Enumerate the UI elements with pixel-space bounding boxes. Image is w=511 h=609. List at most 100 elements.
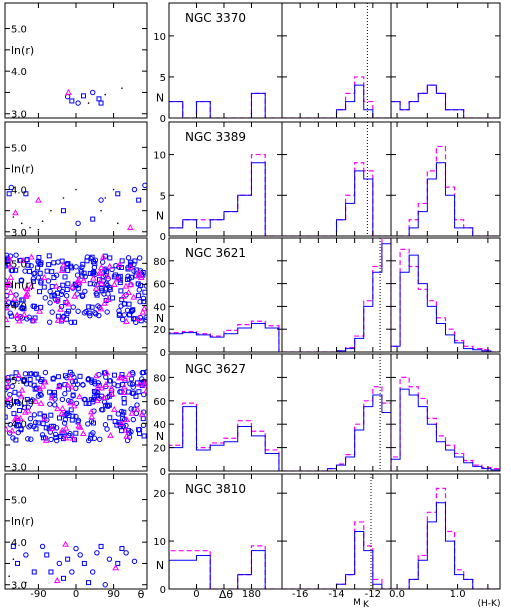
- scatter-ytick-label: 4.0: [11, 67, 27, 78]
- point-blue-circle: [68, 319, 74, 326]
- point-blue-square: [25, 262, 31, 268]
- point-blue-circle: [137, 255, 143, 261]
- hk-xlabel: (H-K): [478, 599, 501, 609]
- point-blue-circle: [83, 308, 89, 315]
- scatter-ylabel: ln(r): [11, 162, 34, 175]
- point-blue-square: [98, 543, 104, 549]
- hk-frame-1: [390, 121, 501, 237]
- point-magenta-triangle: [5, 316, 10, 323]
- dtheta-ylabel: N: [156, 91, 164, 104]
- point-magenta-triangle: [104, 295, 112, 302]
- point-blue-circle: [73, 545, 79, 552]
- point-blue-circle: [56, 560, 62, 567]
- point-blue-square: [38, 278, 44, 284]
- point-magenta-triangle: [62, 424, 70, 431]
- point-magenta-triangle: [108, 390, 116, 397]
- dtheta-ytick-label: 20: [153, 489, 166, 500]
- point-blue-circle: [5, 292, 10, 299]
- dtheta-ylabel: N: [156, 210, 164, 223]
- point-blue-square: [47, 389, 53, 395]
- point-magenta-triangle: [139, 308, 147, 315]
- point-blue-circle: [15, 376, 22, 382]
- mk-hist-2-series-blue: [282, 243, 391, 352]
- scatter-ytick-label: 4.0: [11, 538, 27, 549]
- scatter-ytick-label: 4.0: [11, 419, 27, 430]
- point-blue-square: [24, 257, 30, 263]
- point-blue-circle: [47, 288, 53, 295]
- point-blue-square: [13, 437, 19, 443]
- point-magenta-triangle: [123, 432, 130, 439]
- point-blue-square: [68, 263, 74, 269]
- point-blue-circle: [79, 264, 85, 270]
- point-magenta-triangle: [116, 261, 123, 268]
- point-blue-square: [90, 259, 96, 265]
- point-blue-square: [90, 216, 96, 222]
- point-magenta-triangle: [98, 384, 105, 391]
- dtheta-hist-3-series-magenta: [169, 402, 280, 471]
- point-blue-square: [111, 372, 117, 378]
- point-magenta-triangle: [7, 288, 14, 295]
- point-blue-square: [103, 281, 109, 287]
- point-blue-circle: [105, 403, 111, 409]
- dtheta-ylabel: N: [156, 559, 164, 572]
- point-blue-square: [12, 389, 18, 395]
- point-blue-circle: [90, 89, 96, 96]
- dtheta-ylabel: N: [156, 312, 164, 325]
- point-blue-circle: [47, 300, 53, 306]
- hk-hist-0-series-blue: [391, 84, 500, 118]
- point-blue-circle: [106, 556, 113, 562]
- dtheta-ytick-label: 5: [160, 73, 166, 84]
- point-blue-circle: [52, 402, 58, 408]
- point-magenta-triangle: [48, 424, 56, 431]
- point-magenta-triangle: [74, 278, 82, 285]
- point-blue-square: [65, 261, 71, 267]
- scatter-ytick-label: 3.0: [11, 344, 27, 355]
- point-blue-circle: [101, 291, 107, 297]
- point-blue-square: [81, 560, 87, 566]
- point-blue-square: [110, 295, 116, 301]
- scatter-ytick-label: 3.0: [11, 228, 27, 239]
- dtheta-hist-2-series-blue: [169, 323, 280, 352]
- hk-hist-2-series-magenta: [391, 248, 500, 352]
- point-blue-circle: [75, 417, 82, 424]
- point-blue-circle: [116, 308, 122, 314]
- point-magenta-triangle: [42, 378, 49, 385]
- dtheta-ytick-label: 5: [160, 191, 166, 202]
- point-blue-circle: [102, 422, 109, 428]
- point-magenta-triangle: [92, 284, 100, 291]
- point-magenta-triangle: [40, 274, 48, 281]
- point-blue-circle: [125, 255, 132, 261]
- point-magenta-triangle: [87, 408, 95, 415]
- point-magenta-triangle: [137, 273, 145, 280]
- scatter-ytick-label: 5.0: [11, 496, 27, 507]
- point-magenta-triangle: [120, 292, 127, 299]
- point-blue-circle: [52, 431, 59, 438]
- scatter-ytick-label: 3.0: [11, 463, 27, 474]
- point-blue-circle: [49, 309, 55, 315]
- point-magenta-triangle: [70, 402, 78, 409]
- scatter-4-frame: [4, 473, 148, 590]
- galaxy-label: NGC 3370: [185, 11, 246, 25]
- point-dot: [37, 228, 40, 231]
- point-magenta-triangle: [67, 399, 74, 406]
- point-blue-square: [55, 374, 61, 380]
- point-blue-circle: [129, 369, 136, 376]
- point-blue-square: [27, 268, 33, 274]
- point-magenta-triangle: [27, 283, 35, 290]
- point-blue-square: [125, 428, 131, 434]
- point-blue-circle: [64, 94, 71, 100]
- point-blue-circle: [73, 264, 79, 270]
- dtheta-ytick-label: 80: [153, 257, 166, 268]
- point-blue-circle: [15, 429, 21, 436]
- point-blue-circle: [104, 426, 110, 432]
- point-blue-circle: [85, 376, 92, 382]
- scatter-ytick-label: 3.0: [11, 581, 27, 592]
- point-magenta-triangle: [133, 405, 141, 412]
- point-magenta-triangle: [111, 280, 118, 287]
- point-blue-circle: [125, 273, 131, 279]
- point-blue-circle: [23, 381, 30, 387]
- point-blue-circle: [119, 316, 126, 323]
- point-magenta-triangle: [6, 262, 14, 269]
- point-blue-square: [115, 191, 121, 197]
- point-magenta-triangle: [54, 316, 62, 323]
